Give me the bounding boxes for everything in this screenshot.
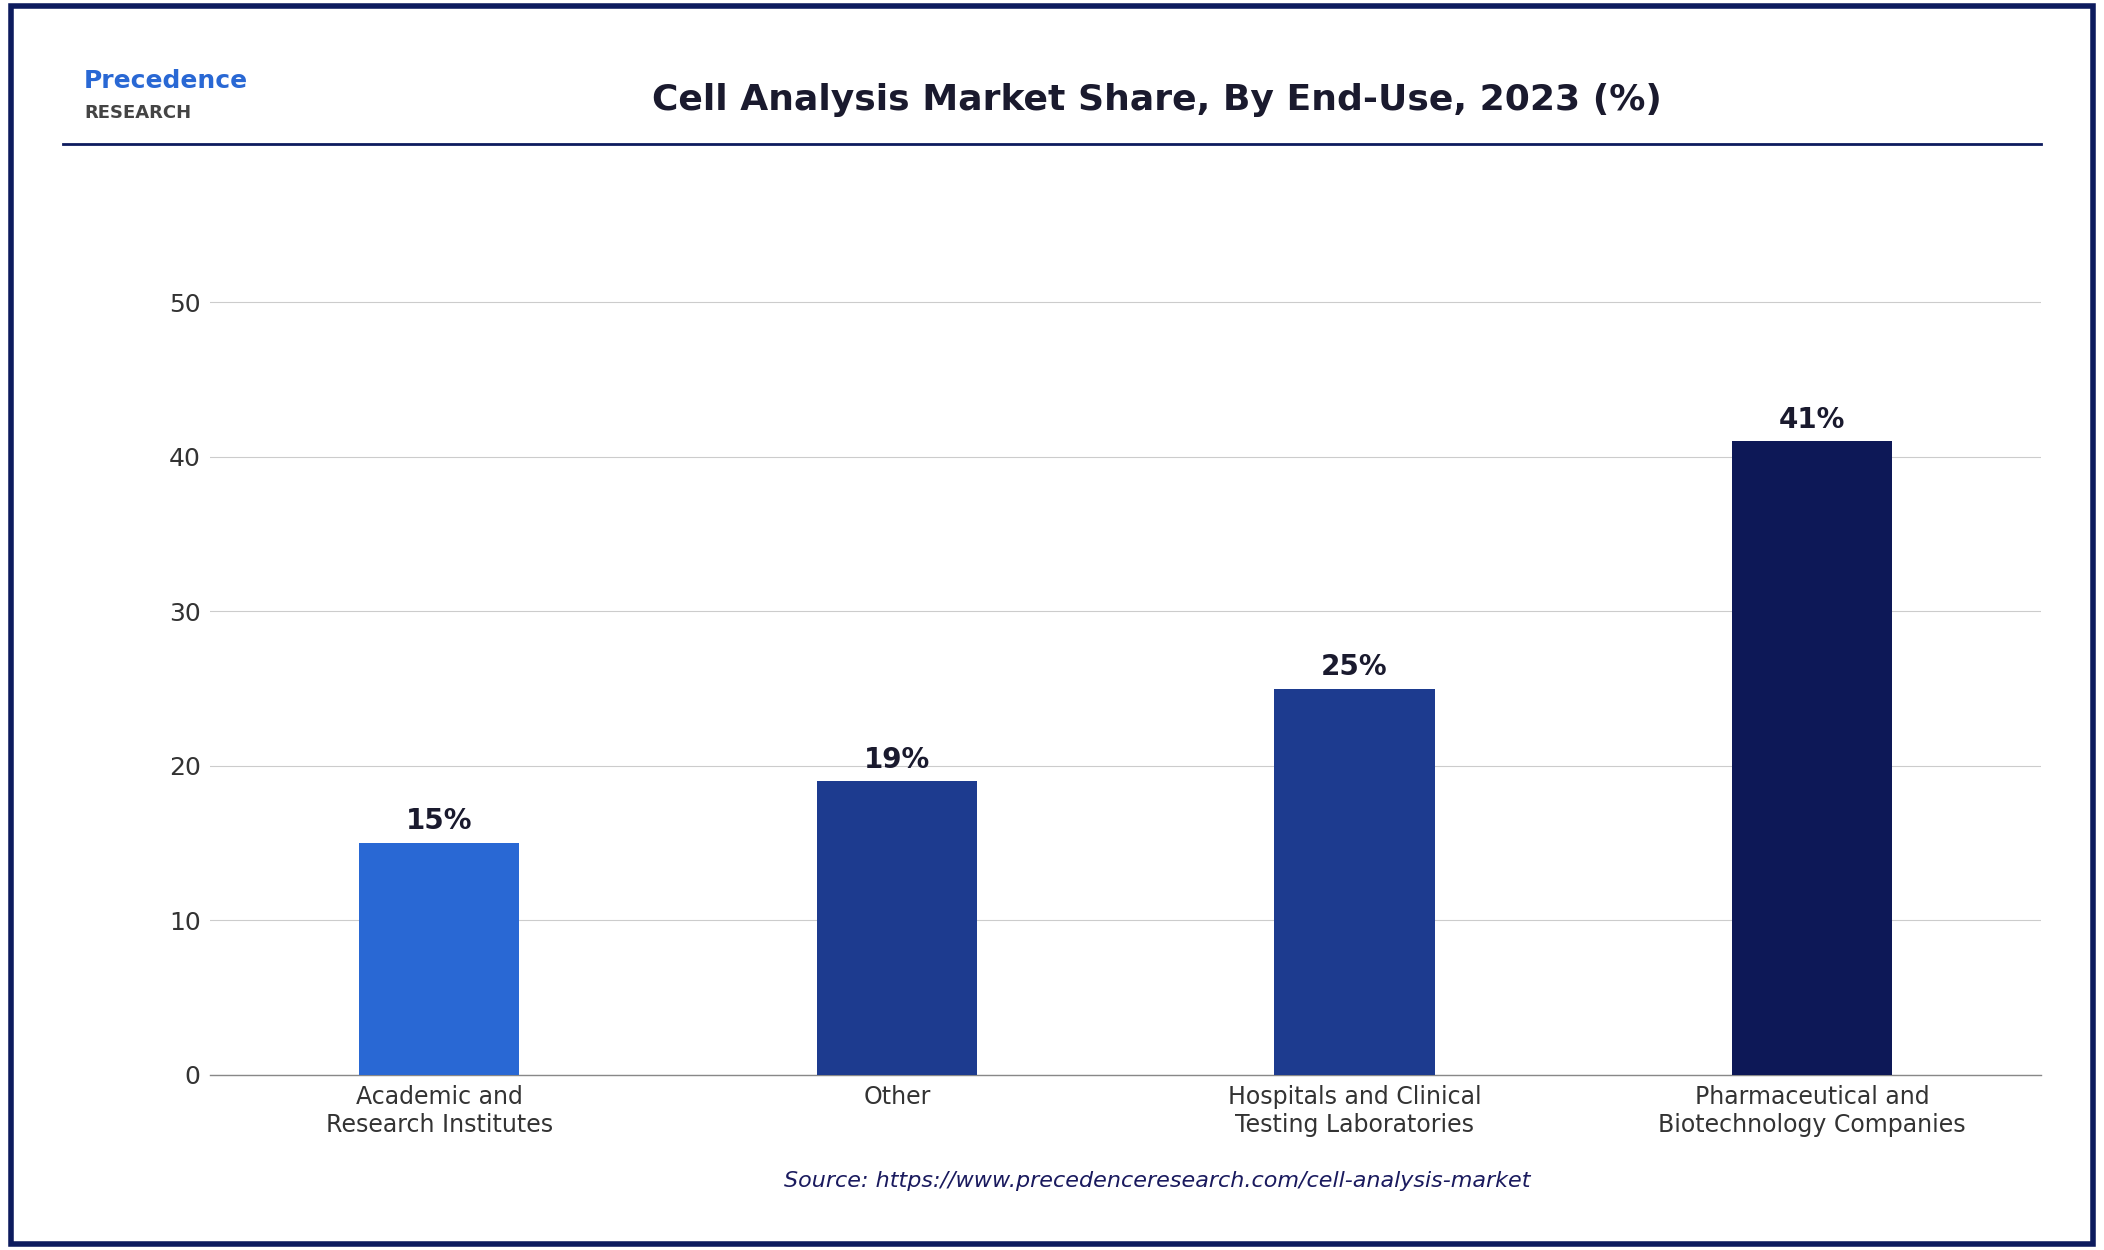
Text: 25%: 25% — [1321, 652, 1389, 681]
Bar — [816, 781, 976, 1075]
Text: Precedence: Precedence — [84, 69, 248, 94]
Text: RESEARCH: RESEARCH — [84, 104, 191, 121]
Text: Source: https://www.precedenceresearch.com/cell-analysis-market: Source: https://www.precedenceresearch.c… — [785, 1171, 1530, 1191]
Text: Cell Analysis Market Share, By End-Use, 2023 (%): Cell Analysis Market Share, By End-Use, … — [652, 82, 1662, 118]
Bar — [1732, 441, 1891, 1075]
Text: 19%: 19% — [865, 746, 930, 774]
Bar — [1275, 689, 1435, 1075]
Bar — [360, 844, 520, 1075]
Text: 15%: 15% — [406, 808, 473, 835]
Text: 41%: 41% — [1778, 406, 1845, 434]
